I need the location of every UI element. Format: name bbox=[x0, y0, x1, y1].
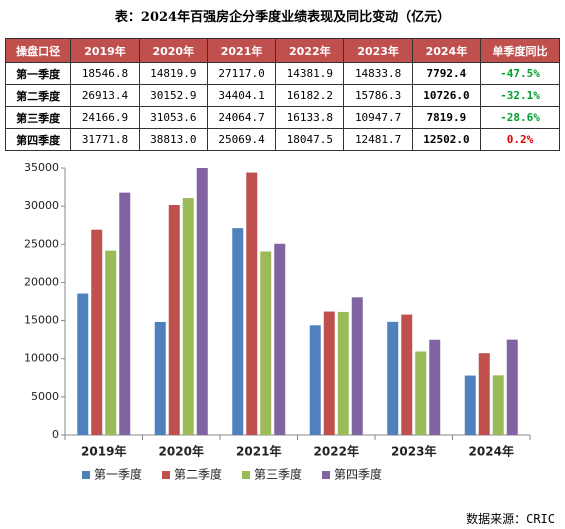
y-tick-label: 30000 bbox=[24, 199, 59, 212]
header-cell: 2020年 bbox=[138, 38, 208, 63]
y-tick-label: 20000 bbox=[24, 275, 59, 288]
table-cell: 24064.7 bbox=[206, 106, 277, 129]
bar bbox=[387, 321, 399, 435]
bar bbox=[260, 251, 272, 435]
bar bbox=[337, 311, 349, 435]
table-row: 第三季度 24166.9 31053.6 24064.7 16133.8 10947.7 7… bbox=[4, 106, 560, 129]
title: 表：2024年百强房企分季度业绩表现及同比变动（亿元） bbox=[114, 10, 451, 25]
bar bbox=[429, 339, 441, 435]
header-cell: 2022年 bbox=[275, 38, 345, 63]
header-row: 操盘口径 2019年 2020年 2021年 2022年 2023年 2024年 单季度同比 bbox=[4, 38, 560, 63]
table-cell: 15786.3 bbox=[343, 84, 413, 107]
table-cell: 31771.8 bbox=[70, 128, 140, 151]
table-cell: 10726.0 bbox=[411, 84, 482, 107]
table-cell: 第四季度 bbox=[4, 128, 72, 151]
bar bbox=[506, 339, 518, 435]
table-cell: 10947.7 bbox=[343, 106, 413, 129]
table-cell: -28.6% bbox=[480, 106, 560, 129]
bar bbox=[492, 375, 504, 435]
legend-swatch bbox=[242, 471, 250, 479]
table-cell: 26913.4 bbox=[70, 84, 140, 107]
table-cell: 25069.4 bbox=[206, 128, 277, 151]
y-tick-label: 25000 bbox=[24, 237, 59, 250]
table-cell: 24166.9 bbox=[70, 106, 140, 129]
table-cell: 16133.8 bbox=[275, 106, 345, 129]
x-tick-label: 2022年 bbox=[314, 444, 359, 459]
table-row: 第四季度 31771.8 38813.0 25069.4 18047.5 12481.7 1… bbox=[4, 128, 560, 151]
header-cell: 2023年 bbox=[343, 38, 413, 63]
table-cell: 第一季度 bbox=[4, 62, 72, 85]
bar bbox=[154, 321, 166, 435]
header-cell: 单季度同比 bbox=[480, 38, 560, 63]
bar bbox=[351, 297, 363, 435]
table-cell: 16182.2 bbox=[275, 84, 345, 107]
table-cell: 38813.0 bbox=[138, 128, 208, 151]
y-tick-label: 5000 bbox=[31, 390, 59, 403]
bar bbox=[168, 204, 180, 435]
legend-label: 第四季度 bbox=[334, 467, 382, 482]
y-tick-label: 0 bbox=[52, 428, 59, 441]
y-tick-label: 35000 bbox=[24, 161, 59, 174]
bar bbox=[196, 168, 208, 435]
table-cell: 30152.9 bbox=[138, 84, 208, 107]
table-cell: 31053.6 bbox=[138, 106, 208, 129]
x-tick-label: 2024年 bbox=[469, 444, 514, 459]
bar bbox=[478, 353, 490, 435]
table-cell: -47.5% bbox=[480, 62, 560, 85]
table-cell: 第三季度 bbox=[4, 106, 72, 129]
bar bbox=[105, 250, 117, 435]
table-row: 第一季度 18546.8 14819.9 27117.0 14381.9 14833.8 7… bbox=[4, 62, 560, 85]
legend-swatch bbox=[322, 471, 330, 479]
header-cell: 操盘口径 bbox=[4, 38, 72, 63]
table-cell: 34404.1 bbox=[206, 84, 277, 107]
table-cell: 14381.9 bbox=[275, 62, 345, 85]
header-cell: 2024年 bbox=[411, 38, 482, 63]
bar bbox=[401, 314, 413, 435]
legend-label: 第一季度 bbox=[94, 467, 142, 482]
source: 数据来源：CRIC bbox=[466, 512, 555, 526]
bar bbox=[274, 243, 286, 435]
bar bbox=[77, 293, 89, 435]
bar bbox=[232, 228, 244, 435]
table-cell: 12481.7 bbox=[343, 128, 413, 151]
bar bbox=[182, 198, 194, 435]
y-tick-label: 10000 bbox=[24, 352, 59, 365]
table-cell: 14833.8 bbox=[343, 62, 413, 85]
table-cell: 第二季度 bbox=[4, 84, 72, 107]
table-cell: 7819.9 bbox=[411, 106, 482, 129]
x-tick-label: 2020年 bbox=[159, 444, 204, 459]
table-cell: -32.1% bbox=[480, 84, 560, 107]
x-tick-label: 2019年 bbox=[81, 444, 126, 459]
bar bbox=[323, 311, 335, 435]
table-cell: 7792.4 bbox=[411, 62, 482, 85]
bars bbox=[77, 168, 518, 435]
bar bbox=[309, 325, 321, 435]
chart: 0 5000 10000 15000 20000 25000 30000 35000 2019年… bbox=[24, 161, 531, 482]
bar bbox=[464, 375, 476, 435]
table-cell: 18047.5 bbox=[275, 128, 345, 151]
bar bbox=[91, 229, 103, 435]
legend-swatch bbox=[162, 471, 170, 479]
table-row: 第二季度 26913.4 30152.9 34404.1 16182.2 15786.3 1… bbox=[4, 84, 560, 107]
x-tick-label: 2021年 bbox=[236, 444, 281, 459]
table-cell: 0.2% bbox=[480, 128, 560, 151]
header-cell: 2019年 bbox=[70, 38, 140, 63]
data-table: 操盘口径 2019年 2020年 2021年 2022年 2023年 2024年 单季度同比第… bbox=[4, 38, 560, 151]
table-cell: 18546.8 bbox=[70, 62, 140, 85]
x-tick-label: 2023年 bbox=[391, 444, 436, 459]
table-cell: 12502.0 bbox=[411, 128, 482, 151]
legend-swatch bbox=[82, 471, 90, 479]
table-cell: 14819.9 bbox=[138, 62, 208, 85]
legend-label: 第二季度 bbox=[174, 467, 222, 482]
table-cell: 27117.0 bbox=[206, 62, 277, 85]
legend-label: 第三季度 bbox=[254, 467, 302, 482]
header-cell: 2021年 bbox=[206, 38, 277, 63]
bar bbox=[119, 192, 131, 435]
bar bbox=[415, 351, 427, 435]
y-tick-label: 15000 bbox=[24, 314, 59, 327]
bar bbox=[246, 172, 258, 435]
